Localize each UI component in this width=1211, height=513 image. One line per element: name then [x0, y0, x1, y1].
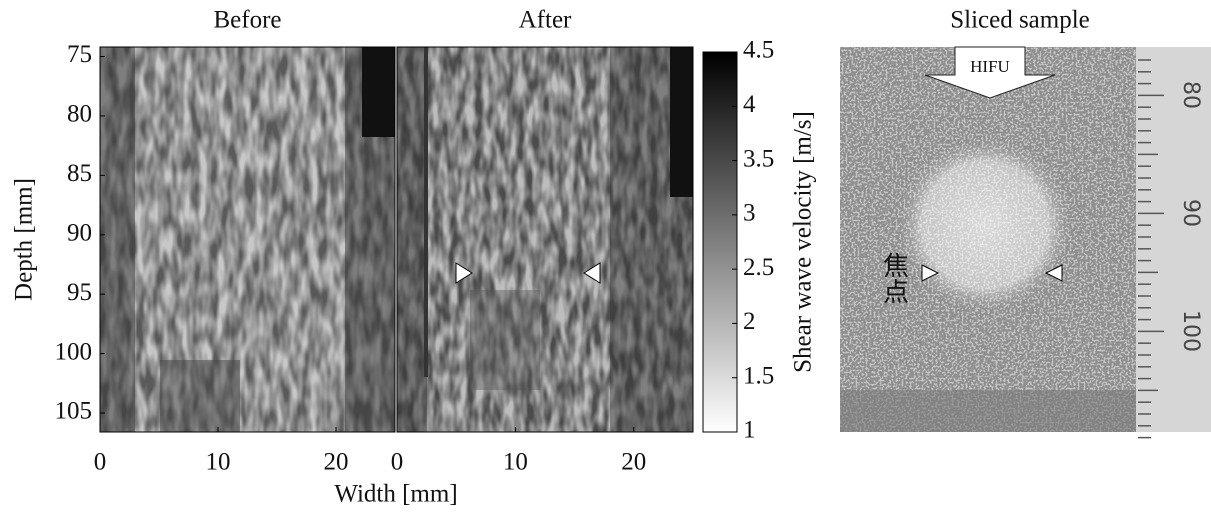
- y-tick-label: 75: [67, 41, 92, 68]
- photo: HIFU 焦点: [840, 46, 1211, 439]
- hifu-arrow: [924, 46, 1056, 99]
- x-tick-label: 10: [206, 449, 231, 476]
- colorbar: [702, 51, 738, 433]
- ruler-label: 90: [1178, 199, 1203, 227]
- ruler-label: 80: [1178, 81, 1203, 109]
- marker: [455, 262, 473, 284]
- axes-frame: [396, 46, 694, 433]
- before-image: [100, 47, 395, 432]
- y-tick-label: 85: [67, 160, 92, 187]
- focus-label: 焦点: [879, 252, 909, 304]
- marker: [1044, 264, 1063, 282]
- y-tick-label: 1.5: [743, 362, 774, 389]
- x-tick-label: 0: [391, 449, 404, 476]
- y-tick-label: 3.5: [743, 145, 774, 172]
- panel-title: After: [519, 7, 572, 34]
- y-tick-label: 4.5: [743, 37, 774, 64]
- y-axis-label: Depth [mm]: [11, 178, 38, 301]
- x-tick-label: 0: [94, 449, 107, 476]
- y-tick-label: 100: [55, 338, 93, 365]
- y-tick-label: 3: [743, 200, 756, 227]
- y-axis-label: Shear wave velocity [m/s]: [790, 111, 817, 373]
- ruler-label: 100: [1178, 310, 1203, 352]
- x-tick-label: 20: [621, 449, 646, 476]
- y-tick-label: 105: [55, 398, 93, 425]
- x-axis-label: Width [mm]: [334, 481, 457, 508]
- arrow-label: HIFU: [970, 57, 1010, 76]
- y-tick-label: 1: [743, 417, 756, 444]
- y-tick-label: 95: [67, 279, 92, 306]
- y-tick-label: 2: [743, 308, 756, 335]
- photo-title: Sliced sample: [950, 7, 1090, 34]
- panel-title: Before: [213, 7, 281, 34]
- x-tick-label: 20: [324, 449, 349, 476]
- marker: [921, 264, 940, 282]
- y-tick-label: 90: [67, 219, 92, 246]
- after-image: [397, 47, 693, 432]
- y-tick-label: 80: [67, 101, 92, 128]
- marker: [583, 262, 601, 284]
- y-tick-label: 2.5: [743, 254, 774, 281]
- y-tick-label: 4: [743, 91, 756, 118]
- x-tick-label: 10: [503, 449, 528, 476]
- axes-frame: [99, 46, 396, 433]
